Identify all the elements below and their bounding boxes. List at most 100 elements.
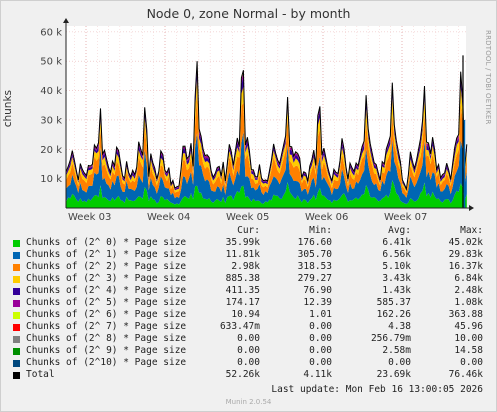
rrdtool-credit: RRDTOOL / TOBI OETIKER	[484, 30, 492, 125]
legend-min: 176.60	[297, 237, 332, 248]
legend-avg: 2.58m	[382, 345, 411, 356]
legend-series-name: Chunks of (2^ 9) * Page size	[26, 345, 187, 356]
x-tick-label: Week 07	[384, 212, 427, 223]
legend-cur: 11.81k	[225, 249, 260, 260]
legend-cur: 174.17	[225, 297, 260, 308]
legend-max: 45.96	[454, 321, 483, 332]
legend-max: 29.83k	[448, 249, 483, 260]
legend-row: Chunks of (2^ 5) * Page size 174.17 12.39 5…	[0, 297, 497, 309]
y-tick-label: 30 k	[40, 115, 62, 126]
legend-swatch	[13, 252, 20, 259]
legend-avg: 3.43k	[382, 273, 411, 284]
legend-max: 1.08k	[454, 297, 483, 308]
legend-min: 305.70	[297, 249, 332, 260]
legend-swatch	[13, 288, 20, 295]
munin-version: Munin 2.0.54	[225, 398, 272, 406]
legend-avg: 5.10k	[382, 261, 411, 272]
area-series	[66, 180, 467, 208]
legend-min: 1.01	[309, 309, 332, 320]
legend-series-name: Chunks of (2^ 6) * Page size	[26, 309, 187, 320]
legend-avg: 162.26	[376, 309, 411, 320]
legend-row: Chunks of (2^ 9) * Page size 0.00 0.00 2.58…	[0, 345, 497, 357]
legend-avg: 23.69k	[376, 369, 411, 380]
legend-avg: 585.37	[376, 297, 411, 308]
legend-max: 363.88	[448, 309, 483, 320]
legend-avg: 0.00	[388, 357, 411, 368]
legend-max: 76.46k	[448, 369, 483, 380]
legend-min: 0.00	[309, 321, 332, 332]
y-axis-arrow	[63, 18, 69, 23]
legend-min: 0.00	[309, 333, 332, 344]
y-tick-label: 40 k	[40, 86, 62, 97]
legend-cur: 885.38	[225, 273, 260, 284]
legend-series-name: Chunks of (2^ 3) * Page size	[26, 273, 187, 284]
legend-cur: 0.00	[237, 333, 260, 344]
legend-min: 0.00	[309, 357, 332, 368]
legend-series-name: Chunks of (2^ 5) * Page size	[26, 297, 187, 308]
legend-max: 45.02k	[448, 237, 483, 248]
legend-cur: 0.00	[237, 345, 260, 356]
legend-swatch	[13, 372, 20, 379]
legend-avg: 256.79m	[370, 333, 411, 344]
legend-min: 318.53	[297, 261, 332, 272]
legend-swatch	[13, 264, 20, 271]
legend-swatch	[13, 300, 20, 307]
chart-title: Node 0, zone Normal - by month	[146, 6, 351, 21]
legend-swatch	[13, 240, 20, 247]
legend-cur: 10.94	[231, 309, 260, 320]
legend-max: 14.58	[454, 345, 483, 356]
legend-swatch	[13, 312, 20, 319]
legend-row: Chunks of (2^10) * Page size 0.00 0.00 0.00…	[0, 357, 497, 369]
legend-series-name: Chunks of (2^ 8) * Page size	[26, 333, 187, 344]
legend-series-name: Chunks of (2^10) * Page size	[26, 357, 187, 368]
legend-row: Chunks of (2^ 8) * Page size 0.00 0.00 256.…	[0, 333, 497, 345]
legend-swatch	[13, 360, 20, 367]
legend-row: Chunks of (2^ 7) * Page size 633.47m 0.00 4…	[0, 321, 497, 333]
legend-max: 0.00	[460, 357, 483, 368]
legend-header-cur: Cur:	[237, 225, 260, 236]
legend-series-name: Chunks of (2^ 0) * Page size	[26, 237, 187, 248]
legend-series-name: Total	[26, 369, 55, 380]
legend-cur: 35.99k	[225, 237, 260, 248]
legend-min: 4.11k	[303, 369, 332, 380]
x-tick-label: Week 06	[305, 212, 348, 223]
legend-row: Chunks of (2^ 2) * Page size 2.98k 318.53 5…	[0, 261, 497, 273]
last-update: Last update: Mon Feb 16 13:00:05 2026	[271, 384, 483, 395]
x-axis-arrow	[469, 205, 474, 211]
legend-cur: 0.00	[237, 357, 260, 368]
legend-avg: 1.43k	[382, 285, 411, 296]
legend-row: Chunks of (2^ 4) * Page size 411.35 76.90 1…	[0, 285, 497, 297]
legend-max: 2.48k	[454, 285, 483, 296]
legend-series-name: Chunks of (2^ 7) * Page size	[26, 321, 187, 332]
legend-row: Chunks of (2^ 6) * Page size 10.94 1.01 162…	[0, 309, 497, 321]
legend-min: 0.00	[309, 345, 332, 356]
y-tick-label: 10 k	[40, 174, 62, 185]
area-series	[66, 92, 467, 199]
legend-avg: 4.38	[388, 321, 411, 332]
y-tick-label: 60 k	[40, 27, 62, 38]
legend-swatch	[13, 348, 20, 355]
legend-row: Chunks of (2^ 3) * Page size 885.38 279.27…	[0, 273, 497, 285]
legend-swatch	[13, 276, 20, 283]
legend-series-name: Chunks of (2^ 1) * Page size	[26, 249, 187, 260]
legend-header-max: Max:	[460, 225, 483, 236]
legend-swatch	[13, 336, 20, 343]
legend-max: 10.00	[454, 333, 483, 344]
area-series	[66, 77, 467, 193]
legend-swatch	[13, 324, 20, 331]
legend-cur: 2.98k	[231, 261, 260, 272]
legend-max: 6.84k	[454, 273, 483, 284]
legend-avg: 6.56k	[382, 249, 411, 260]
legend-series-name: Chunks of (2^ 2) * Page size	[26, 261, 187, 272]
legend-cur: 633.47m	[219, 321, 260, 332]
legend-header-avg: Avg:	[388, 225, 411, 236]
legend-min: 76.90	[303, 285, 332, 296]
legend-min: 12.39	[303, 297, 332, 308]
legend-cur: 52.26k	[225, 369, 260, 380]
legend-max: 16.37k	[448, 261, 483, 272]
legend-header-row: Cur: Min: Avg: Max:	[0, 225, 497, 237]
y-tick-label: 50 k	[40, 57, 62, 68]
legend-row: Chunks of (2^ 1) * Page size 11.81k 305.70…	[0, 249, 497, 261]
legend-series-name: Chunks of (2^ 4) * Page size	[26, 285, 187, 296]
x-tick-label: Week 05	[226, 212, 269, 223]
